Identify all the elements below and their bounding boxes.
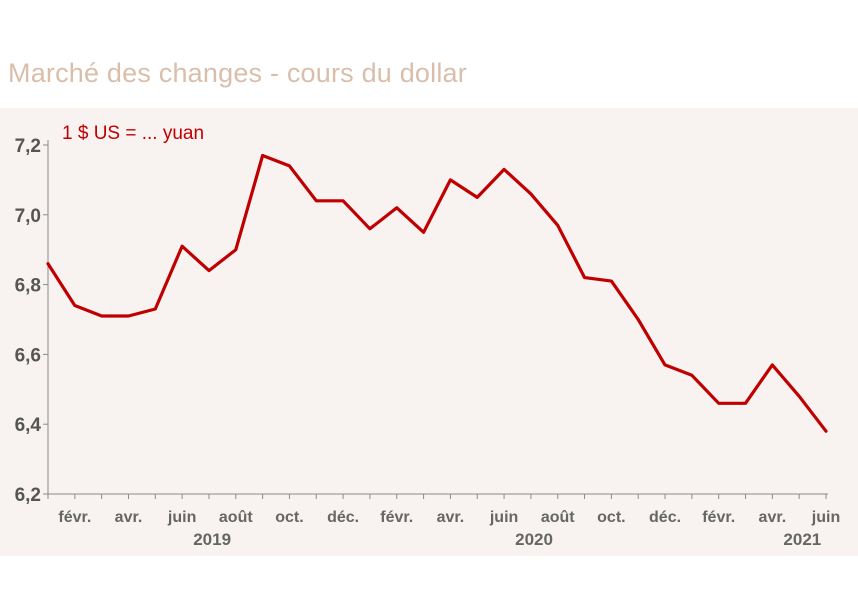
data-point [771,363,774,367]
x-tick-label: févr. [380,509,413,526]
data-point [341,199,345,202]
data-point [744,402,747,405]
x-tick-label: déc. [649,509,681,526]
x-tick-label: juin [167,509,196,526]
data-point [583,276,586,279]
data-point [449,178,452,182]
y-axis-ticks: 6,2 6,4 6,6 6,8 7,0 7,2 [15,136,48,506]
y-tick-label: 7,2 [15,136,41,157]
x-tick-label: août [541,509,575,526]
x-tick-label: juin [489,509,518,526]
data-point [717,402,720,405]
data-point [395,206,398,209]
data-point [73,304,77,307]
x-tick-label: févr. [58,509,91,526]
data-point [529,192,533,196]
data-point [422,231,425,234]
data-point [610,279,613,283]
axes [47,140,828,495]
y-tick-label: 6,6 [15,345,41,366]
page-title: Marché des changes - cours du dollar [8,58,467,88]
year-labels: 2019 2020 2021 [193,530,821,549]
year-label: 2019 [193,530,231,549]
y-tick-label: 7,0 [15,206,41,227]
data-point [127,314,130,318]
data-point [315,199,318,202]
data-point [476,196,479,199]
data-point [100,314,103,318]
x-tick-label: avr. [759,509,787,526]
x-axis-ticks: févr. avr. juin août oct. déc. févr. avr. juin ao… [47,494,840,526]
chart-panel [0,108,858,556]
data-point [288,164,291,168]
x-tick-label: févr. [702,509,735,526]
x-tick-label: juin [811,509,840,526]
y-tick-label: 6,2 [15,485,41,506]
data-point [154,307,157,311]
data-point [261,154,264,157]
series-group [46,153,828,433]
x-tick-label: oct. [597,509,625,526]
data-point [637,318,640,321]
data-point [180,245,184,248]
y-tick-label: 6,4 [15,415,42,436]
data-point [46,262,50,265]
x-tick-label: août [219,509,253,526]
data-point [502,168,506,171]
x-tick-label: avr. [115,509,143,526]
series-line [46,153,828,433]
x-tick-label: oct. [275,509,303,526]
unit-label: 1 $ US = ... yuan [62,123,204,144]
data-point [690,374,694,377]
x-tick-label: avr. [437,509,465,526]
data-point [234,248,237,251]
x-tick-label: déc. [327,509,359,526]
year-label: 2021 [783,530,821,549]
data-point [207,269,211,272]
data-point [556,224,559,227]
data-point [368,227,372,230]
data-point [798,395,801,398]
y-tick-label: 6,8 [15,276,41,297]
data-point [663,363,667,367]
data-point [824,430,828,433]
year-label: 2020 [515,530,553,549]
